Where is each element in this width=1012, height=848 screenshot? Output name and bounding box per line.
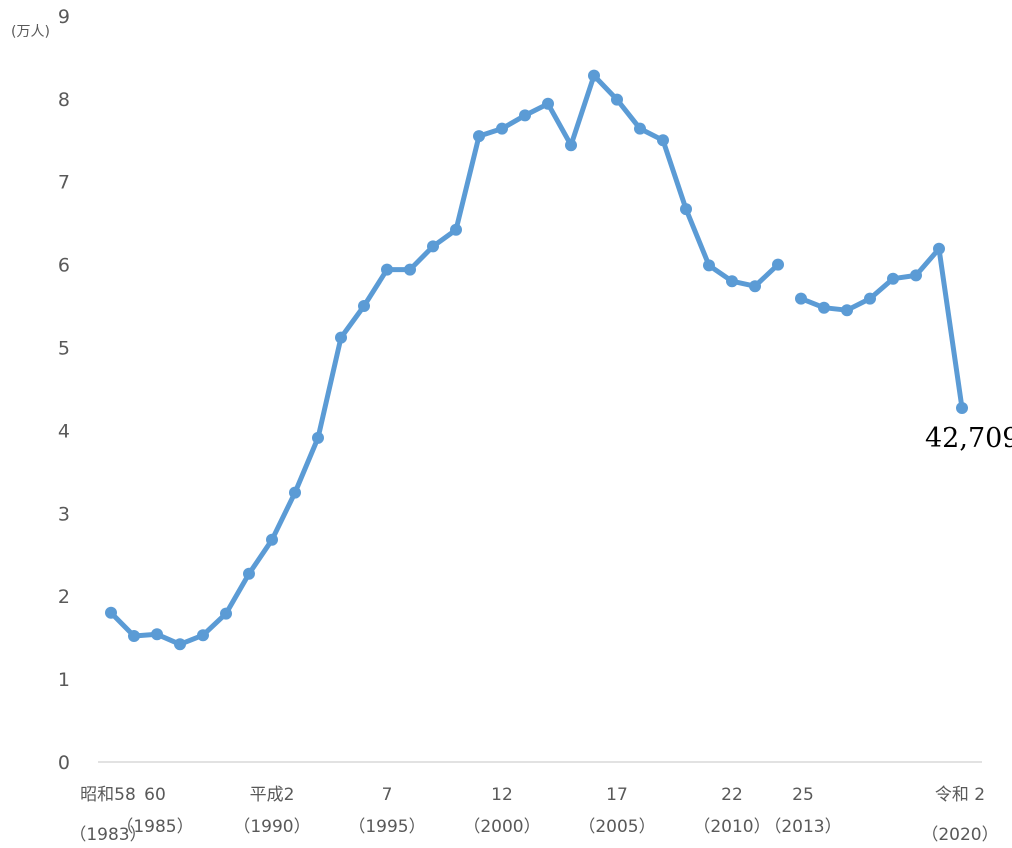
data-point bbox=[910, 269, 922, 282]
x-label-year: （1985） bbox=[116, 817, 193, 837]
data-point bbox=[312, 431, 324, 444]
data-point bbox=[634, 122, 646, 135]
data-point bbox=[105, 606, 117, 619]
data-point bbox=[358, 300, 370, 312]
data-point bbox=[243, 567, 255, 580]
y-tick-label: 4 bbox=[58, 420, 70, 442]
x-label-era: 60 bbox=[144, 785, 166, 805]
data-point bbox=[565, 139, 577, 152]
data-point bbox=[496, 122, 508, 135]
series-line bbox=[108, 73, 781, 647]
y-tick-label: 2 bbox=[58, 586, 70, 608]
x-label-year: （2005） bbox=[578, 817, 655, 837]
series-lines bbox=[108, 73, 965, 647]
data-point bbox=[128, 630, 140, 642]
data-point bbox=[381, 263, 393, 276]
x-label-era: 12 bbox=[491, 785, 513, 805]
annotations: 42,709 bbox=[925, 423, 1012, 454]
data-point bbox=[703, 259, 715, 272]
x-label-year: （1983） bbox=[69, 825, 146, 845]
x-label-era: 昭和58 bbox=[80, 785, 136, 805]
x-label-year: （2000） bbox=[463, 817, 540, 837]
y-tick-label: 7 bbox=[58, 172, 70, 194]
y-tick-label: 3 bbox=[58, 503, 70, 525]
y-tick-label: 1 bbox=[58, 669, 70, 691]
data-point bbox=[197, 629, 209, 642]
y-tick-label: 5 bbox=[58, 338, 70, 360]
data-point bbox=[680, 203, 692, 216]
x-label-era: 22 bbox=[721, 785, 743, 805]
data-point bbox=[818, 301, 830, 314]
data-point bbox=[657, 134, 669, 147]
x-label-era: 7 bbox=[382, 785, 393, 805]
data-label-annotation: 42,709 bbox=[925, 423, 1012, 454]
x-label-year: （2013） bbox=[764, 817, 841, 837]
data-point bbox=[887, 272, 899, 285]
x-label-year: （1990） bbox=[233, 817, 310, 837]
data-point bbox=[864, 292, 876, 305]
data-point bbox=[174, 638, 186, 651]
y-axis-ticks: 0 1 2 3 4 5 6 7 8 9 bbox=[58, 6, 70, 774]
data-point bbox=[220, 607, 232, 620]
data-point bbox=[473, 130, 485, 143]
x-label-year: （2020） bbox=[921, 825, 998, 845]
data-point bbox=[611, 93, 623, 106]
y-tick-label: 0 bbox=[58, 752, 70, 774]
data-point bbox=[450, 223, 462, 236]
y-axis-unit-label: (万人) bbox=[11, 24, 50, 40]
data-point bbox=[335, 331, 347, 344]
x-label-era: 17 bbox=[606, 785, 628, 805]
data-point bbox=[588, 69, 600, 82]
data-point bbox=[749, 280, 761, 293]
x-label-year: （1995） bbox=[348, 817, 425, 837]
data-point bbox=[772, 258, 784, 271]
x-label-era: 令和 2 bbox=[935, 785, 985, 805]
data-point bbox=[933, 242, 945, 255]
x-label-era: 25 bbox=[792, 785, 814, 805]
data-point bbox=[404, 263, 416, 276]
y-tick-label: 8 bbox=[58, 89, 70, 111]
data-point bbox=[266, 533, 278, 546]
x-label-year: （2010） bbox=[693, 817, 770, 837]
series-points bbox=[105, 69, 968, 651]
data-point bbox=[795, 292, 807, 305]
x-label-era: 平成2 bbox=[250, 785, 295, 805]
data-point bbox=[427, 240, 439, 253]
data-point bbox=[841, 304, 853, 317]
data-point bbox=[519, 109, 531, 122]
y-tick-label: 6 bbox=[58, 255, 70, 277]
y-tick-label: 9 bbox=[58, 6, 70, 28]
data-point bbox=[956, 402, 968, 414]
data-point bbox=[151, 628, 163, 641]
x-axis-labels: 昭和58 （1983） 60 （1985） 平成2 （1990） 7 （1995） 12 （200… bbox=[69, 785, 998, 845]
data-point bbox=[289, 486, 301, 499]
data-point bbox=[542, 97, 554, 110]
data-point bbox=[726, 275, 738, 288]
series-line bbox=[798, 246, 965, 411]
